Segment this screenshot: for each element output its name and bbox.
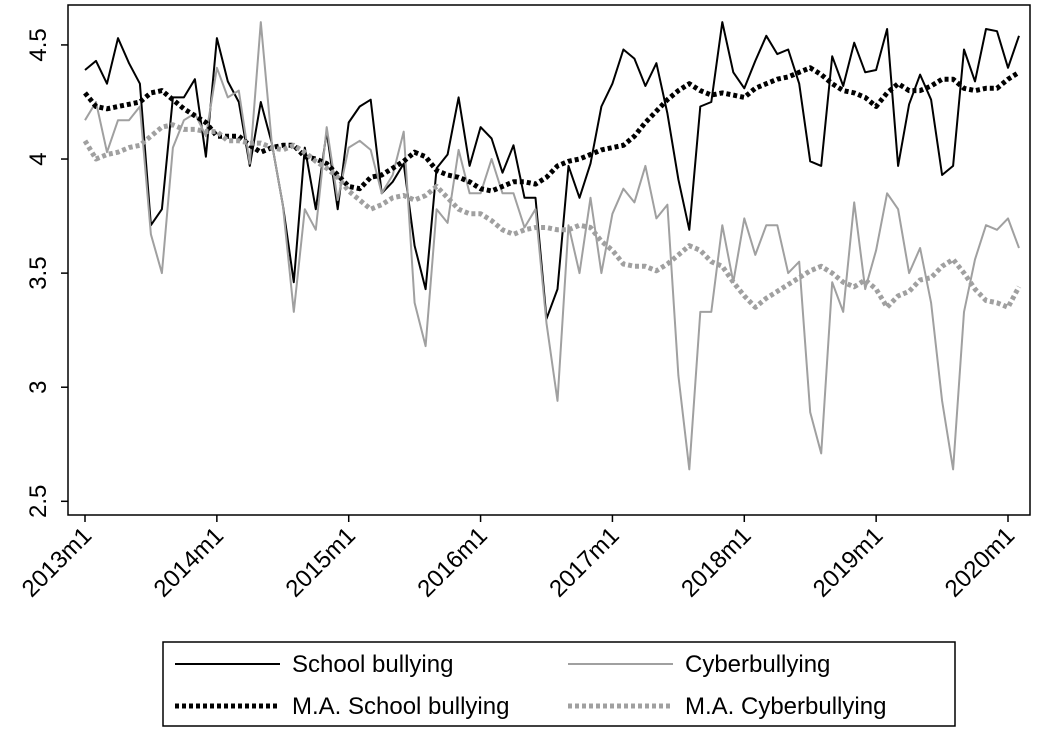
legend-label: M.A. Cyberbullying: [685, 693, 886, 720]
y-tick-label: 4.5: [25, 28, 52, 61]
x-tick-label: 2016m1: [412, 522, 492, 602]
legend-label: School bullying: [292, 651, 453, 678]
x-tick-label: 2017m1: [544, 522, 624, 602]
plot-frame: [67, 4, 1031, 516]
series-line: [83, 65, 1021, 194]
series-line: [84, 21, 1020, 471]
legend-frame: [162, 641, 956, 727]
y-tick-label: 4: [25, 152, 52, 165]
x-tick-label: 2015m1: [281, 522, 361, 602]
x-tick-label: 2019m1: [808, 522, 888, 602]
x-tick-label: 2020m1: [940, 522, 1020, 602]
y-tick-label: 2.5: [25, 485, 52, 518]
y-tick-label: 3.5: [25, 256, 52, 289]
x-tick-label: 2018m1: [676, 522, 756, 602]
x-tick-label: 2013m1: [17, 522, 97, 602]
y-tick-label: 3: [25, 381, 52, 394]
x-tick-label: 2014m1: [149, 522, 229, 602]
legend-label: Cyberbullying: [685, 651, 830, 678]
series-line: [82, 122, 1022, 310]
series-line: [84, 21, 1020, 320]
legend-label: M.A. School bullying: [292, 693, 509, 720]
